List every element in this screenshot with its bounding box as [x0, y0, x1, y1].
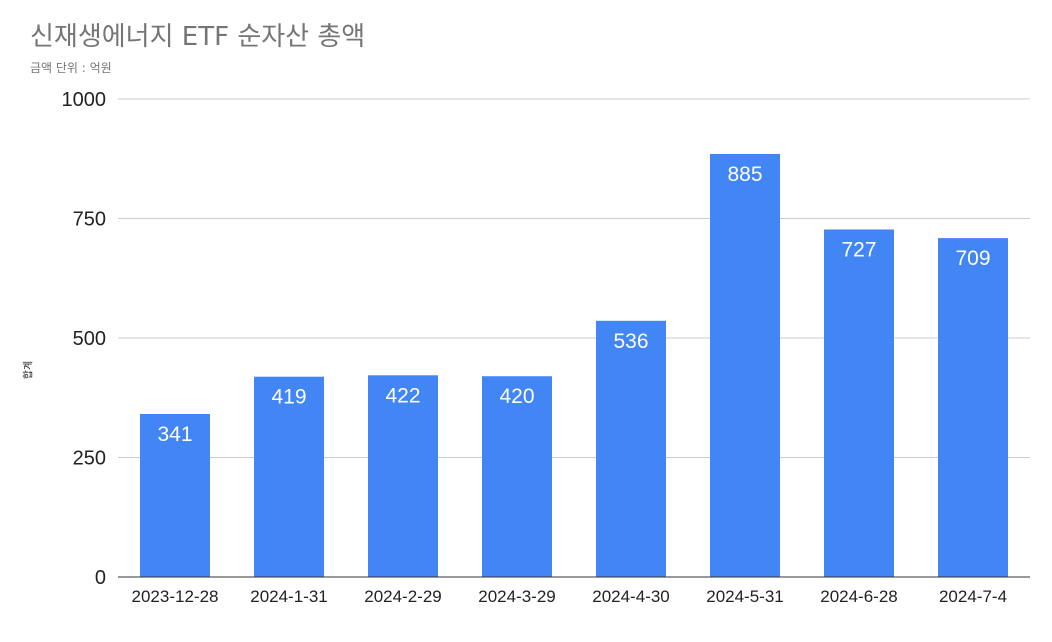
- data-label: 536: [613, 330, 648, 353]
- y-tick-label: 1000: [62, 89, 107, 111]
- data-label: 885: [727, 163, 762, 186]
- bar: [140, 414, 210, 577]
- x-tick-label: 2023-12-28: [132, 587, 219, 606]
- x-tick-label: 2024-6-28: [820, 587, 898, 606]
- bar: [254, 376, 324, 577]
- x-tick-label: 2024-1-31: [250, 587, 328, 606]
- bar: [368, 375, 438, 577]
- bar: [710, 153, 780, 577]
- data-label: 420: [499, 385, 534, 408]
- bar: [482, 376, 552, 577]
- y-tick-label: 0: [95, 567, 106, 589]
- data-label: 727: [841, 238, 876, 261]
- y-tick-label: 750: [73, 209, 106, 231]
- y-tick-label: 500: [73, 328, 106, 350]
- x-tick-label: 2024-5-31: [706, 587, 784, 606]
- x-tick-label: 2024-2-29: [364, 587, 442, 606]
- bar: [938, 238, 1008, 577]
- data-label: 419: [271, 386, 306, 409]
- chart-title: 신재생에너지 ETF 순자산 총액: [30, 22, 366, 52]
- y-tick-label: 250: [73, 448, 106, 470]
- data-label: 709: [955, 247, 990, 270]
- bar: [596, 320, 666, 577]
- data-label: 422: [385, 384, 420, 407]
- x-tick-label: 2024-3-29: [478, 587, 556, 606]
- x-tick-label: 2024-7-4: [939, 587, 1007, 606]
- bar: [824, 229, 894, 577]
- x-tick-label: 2024-4-30: [592, 587, 670, 606]
- chart-subtitle: 금액 단위 : 억원: [30, 61, 112, 75]
- data-label: 341: [157, 423, 192, 446]
